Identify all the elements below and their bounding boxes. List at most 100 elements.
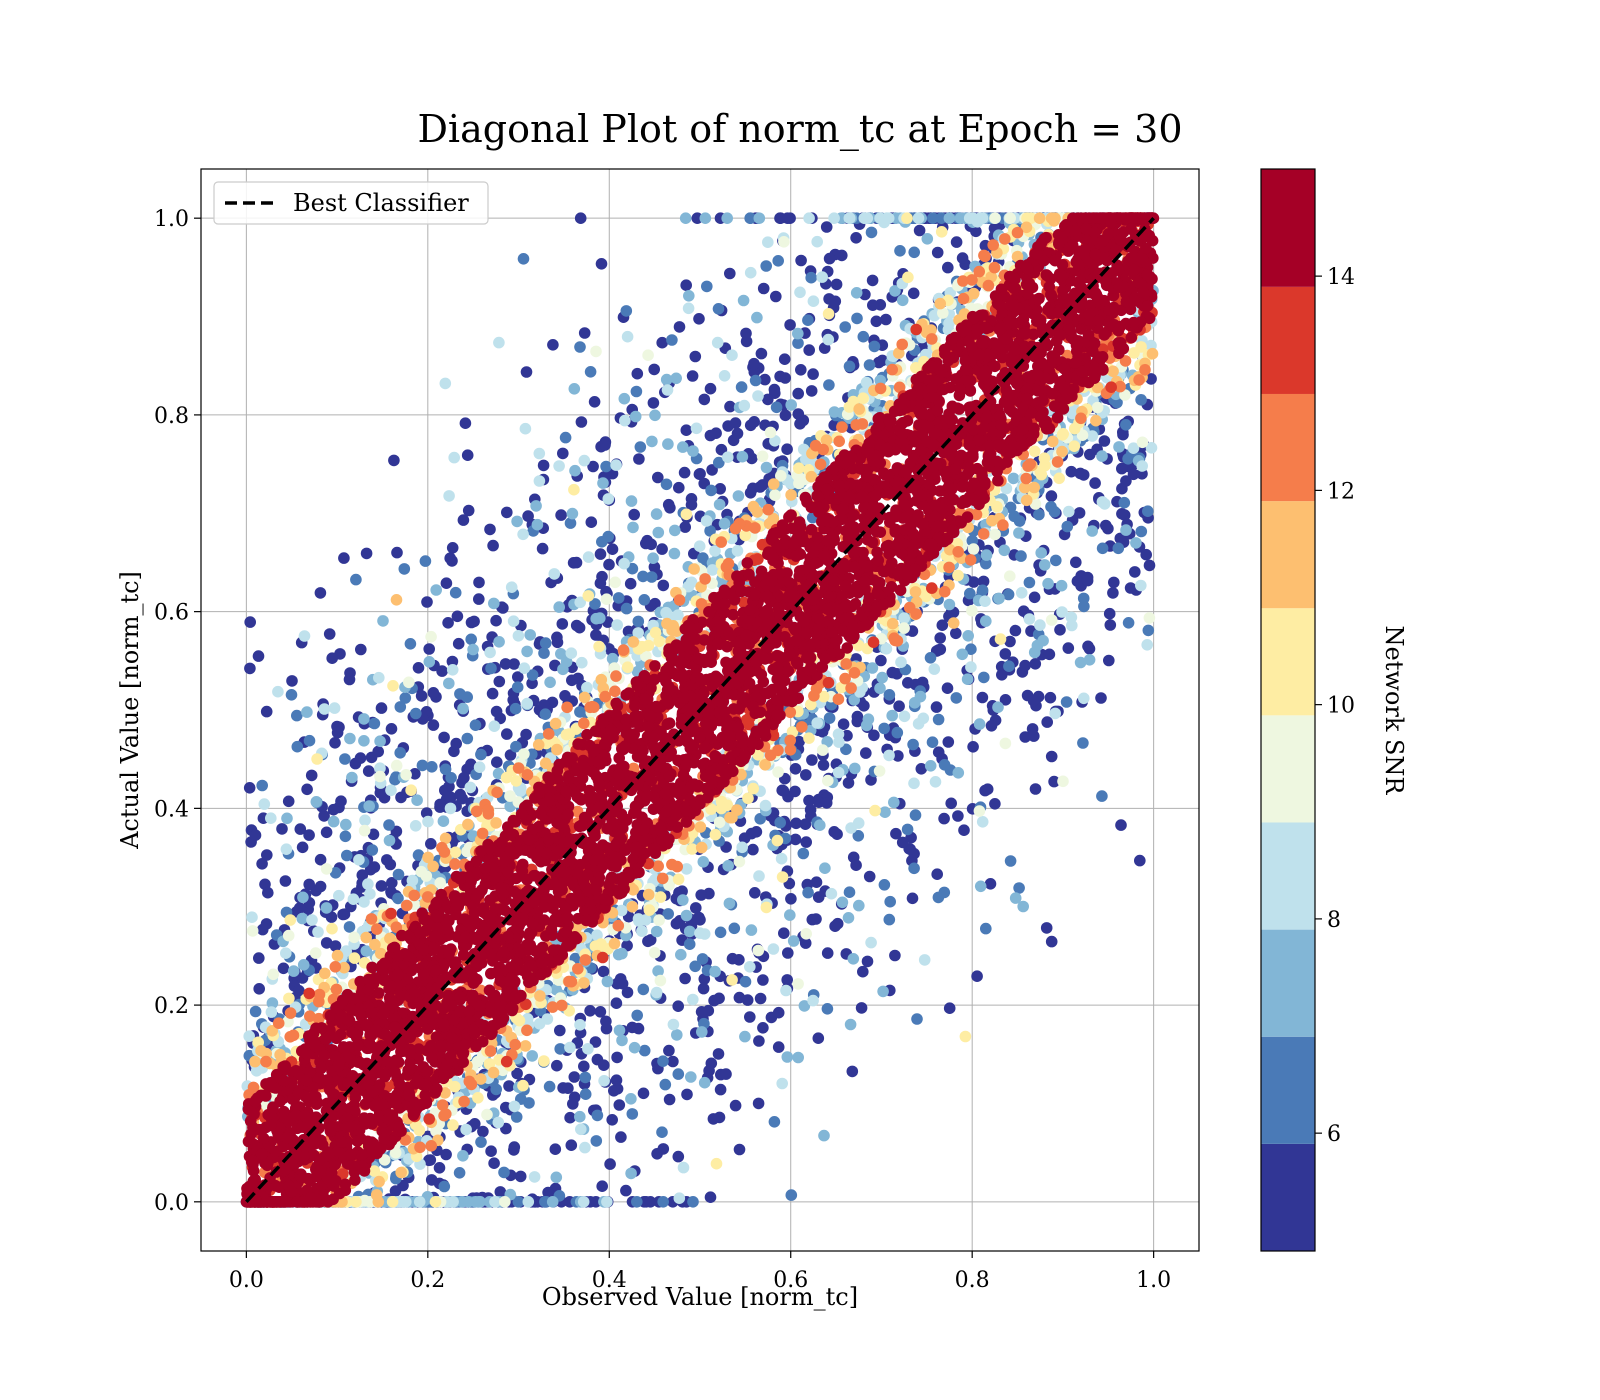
scatter-point [603, 558, 615, 571]
scatter-point [974, 880, 987, 893]
scatter-point [304, 1010, 316, 1022]
scatter-point [926, 333, 938, 345]
scatter-point [792, 327, 804, 340]
scatter-point [365, 913, 378, 925]
scatter-point [590, 345, 602, 358]
scatter-point [778, 353, 791, 366]
scatter-point [375, 702, 388, 714]
scatter-point [998, 544, 1011, 557]
scatter-point [1019, 659, 1031, 672]
scatter-point [595, 673, 608, 686]
scatter-point [1011, 226, 1024, 239]
scatter-point [724, 267, 736, 280]
scatter-point [256, 779, 269, 792]
scatter-point [1107, 365, 1119, 378]
scatter-point [793, 735, 805, 748]
scatter-point [451, 610, 464, 623]
scatter-point [446, 664, 459, 676]
scatter-point [433, 1162, 446, 1174]
scatter-point [732, 490, 745, 502]
scatter-point [1120, 524, 1132, 536]
scatter-point [943, 598, 956, 611]
scatter-point [749, 887, 761, 899]
scatter-point [1113, 441, 1125, 453]
scatter-point [792, 408, 805, 420]
scatter-point [538, 647, 550, 659]
scatter-point [750, 826, 763, 838]
scatter-point [772, 766, 784, 778]
scatter-point [261, 849, 273, 861]
scatter-point [688, 563, 700, 575]
scatter-point [1065, 611, 1078, 624]
scatter-point [1112, 542, 1125, 555]
scatter-point [457, 702, 469, 715]
scatter-point [318, 703, 331, 715]
scatter-point [721, 212, 733, 224]
scatter-point [533, 475, 546, 487]
scatter-point [462, 1196, 475, 1208]
scatter-point [888, 796, 900, 809]
scatter-point [890, 827, 902, 840]
scatter-point [774, 212, 787, 224]
scatter-point [690, 902, 702, 914]
scatter-point [836, 896, 849, 909]
scatter-point [1024, 458, 1036, 470]
scatter-point [314, 880, 327, 893]
scatter-point [330, 983, 343, 996]
scatter-point [657, 1143, 670, 1155]
scatter-point [1115, 819, 1127, 831]
scatter-point [467, 643, 479, 656]
scatter-point [498, 1166, 510, 1179]
scatter-point [458, 772, 470, 784]
scatter-point [947, 617, 960, 629]
scatter-point [760, 260, 772, 272]
scatter-point [460, 1123, 472, 1136]
scatter-point [1118, 496, 1131, 509]
scatter-point [1029, 658, 1042, 670]
scatter-point [695, 841, 708, 854]
scatter-point [631, 367, 644, 380]
scatter-point [458, 1095, 470, 1108]
scatter-point [582, 551, 595, 563]
scatter-point [542, 728, 555, 740]
scatter-point [699, 212, 712, 224]
scatter-point [932, 891, 945, 904]
scatter-point [385, 723, 398, 735]
scatter-point [1063, 505, 1075, 518]
scatter-point [1073, 507, 1086, 519]
scatter-point [818, 1129, 830, 1142]
scatter-point [1103, 654, 1115, 667]
scatter-point [1071, 575, 1084, 587]
scatter-point [768, 1116, 781, 1128]
scatter-point [260, 1055, 272, 1068]
scatter-point [574, 706, 586, 718]
scatter-point [752, 1097, 765, 1110]
scatter-point [760, 461, 773, 474]
scatter-point [781, 443, 793, 456]
scatter-point [415, 690, 428, 702]
scatter-point [568, 1071, 581, 1083]
scatter-point [664, 502, 676, 514]
scatter-point [327, 803, 340, 816]
scatter-point [814, 819, 826, 831]
scatter-point [1013, 515, 1026, 527]
scatter-point [1040, 922, 1053, 934]
scatter-point [463, 1075, 476, 1088]
scatter-point [1015, 587, 1028, 599]
scatter-point [490, 614, 502, 627]
scatter-point [653, 635, 665, 648]
scatter-point [1135, 394, 1147, 406]
scatter-point [488, 597, 500, 610]
scatter-point [752, 944, 765, 957]
scatter-point [386, 1196, 399, 1208]
scatter-point [693, 540, 706, 552]
scatter-point [507, 694, 519, 706]
scatter-point [1049, 212, 1061, 224]
scatter-point [935, 226, 948, 238]
scatter-point [901, 823, 914, 836]
scatter-point [690, 422, 703, 435]
scatter-point [672, 873, 685, 886]
scatter-point [999, 648, 1012, 660]
scatter-point [999, 694, 1012, 706]
scatter-point [860, 719, 873, 732]
